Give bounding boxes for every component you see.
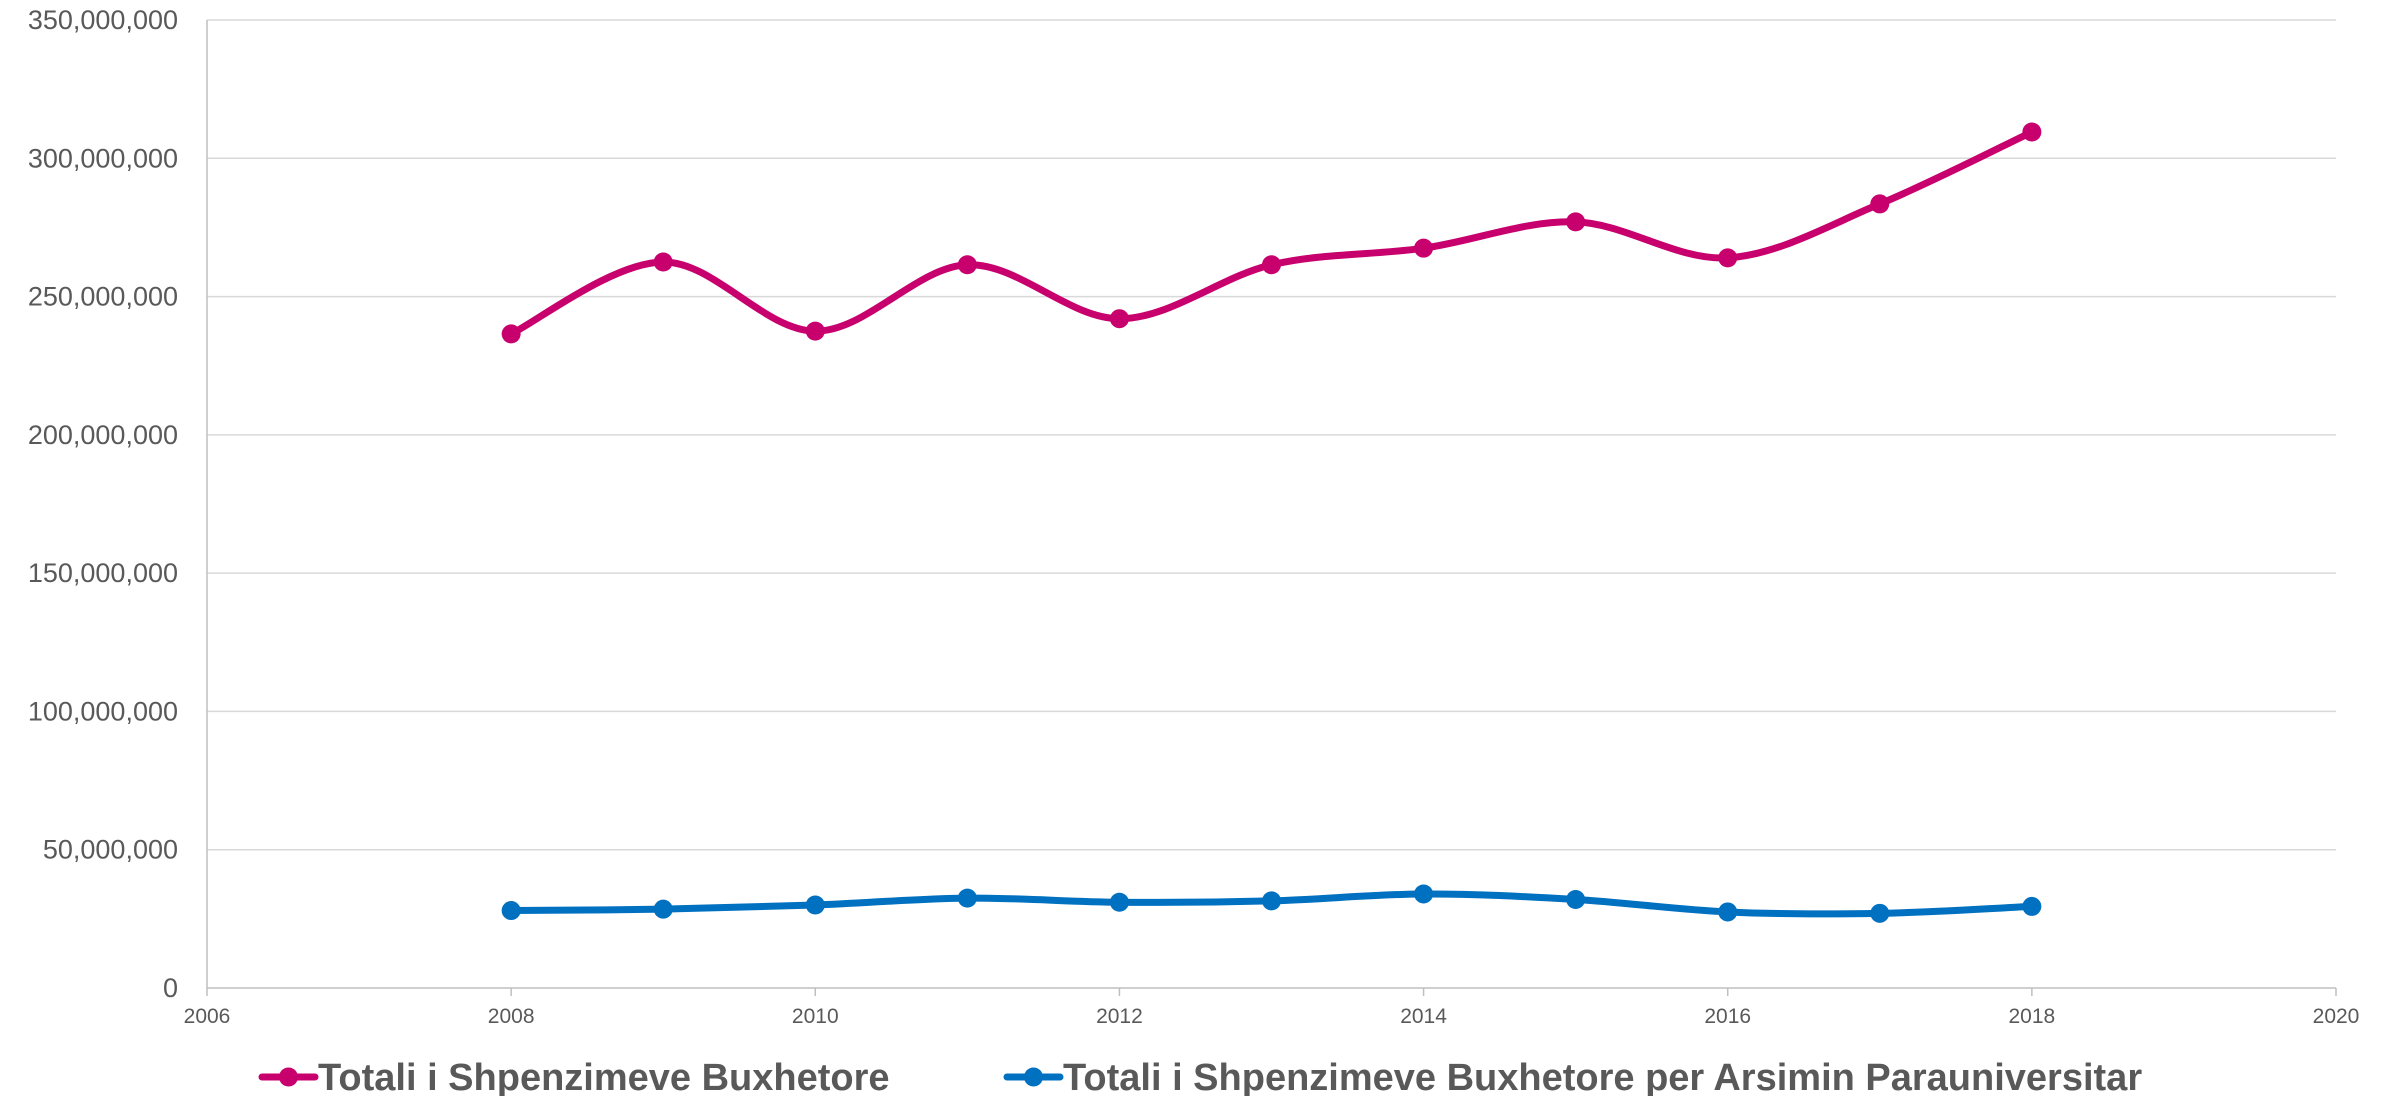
x-tick-label: 2016 — [1704, 1005, 1751, 1028]
data-point — [653, 252, 673, 272]
series-line — [507, 128, 2036, 338]
data-point — [1566, 889, 1586, 909]
legend-item-1: Totali i Shpenzimeve Buxhetore — [258, 1057, 890, 1096]
x-tick-label: 2010 — [792, 1005, 839, 1028]
gridlines — [207, 19, 2336, 851]
data-point — [1718, 902, 1738, 922]
x-tick-label: 2008 — [488, 1005, 535, 1028]
data-point — [1109, 892, 1129, 912]
x-tick-label: 2020 — [2313, 1005, 2360, 1028]
x-tick-label: 2012 — [1096, 1005, 1143, 1028]
y-tick-label: 300,000,000 — [28, 143, 178, 173]
legend-marker — [1024, 1067, 1043, 1087]
data-point — [1109, 309, 1129, 329]
y-tick-label: 0 — [163, 973, 178, 1003]
series-1 — [501, 122, 2042, 344]
data-point — [1414, 884, 1434, 904]
legend-label: Totali i Shpenzimeve Buxhetore — [318, 1057, 890, 1096]
data-point — [501, 324, 521, 344]
data-point — [805, 895, 825, 915]
x-tick-label: 2018 — [2008, 1005, 2055, 1028]
data-point — [1566, 212, 1586, 232]
data-point — [957, 255, 977, 275]
data-point — [1870, 903, 1890, 923]
legend: Totali i Shpenzimeve Buxhetore Totali i S… — [258, 1057, 2142, 1096]
data-point — [2022, 122, 2042, 142]
y-tick-label: 100,000,000 — [28, 696, 178, 726]
data-point — [805, 321, 825, 341]
data-point — [653, 899, 673, 919]
legend-marker — [279, 1067, 298, 1087]
data-point — [1414, 238, 1434, 258]
data-point — [1718, 248, 1738, 268]
legend-label: Totali i Shpenzimeve Buxhetore per Arsim… — [1063, 1057, 2142, 1096]
axes: 0 50,000,000 100,000,000 150,000,000 200,000… — [28, 5, 2360, 1028]
data-point — [2022, 896, 2042, 916]
x-tick-label: 2014 — [1400, 1005, 1447, 1028]
y-tick-label: 150,000,000 — [28, 558, 178, 588]
data-point — [957, 888, 977, 908]
y-tick-label: 50,000,000 — [43, 835, 178, 865]
y-tick-label: 250,000,000 — [28, 282, 178, 312]
x-tick-label: 2006 — [184, 1005, 231, 1028]
series-2 — [501, 884, 2042, 923]
data-point — [501, 901, 521, 921]
legend-item-2: Totali i Shpenzimeve Buxhetore per Arsim… — [1003, 1057, 2142, 1096]
data-point — [1262, 255, 1281, 275]
data-point — [1870, 194, 1890, 214]
series-lines — [501, 122, 2042, 923]
y-tick-label: 200,000,000 — [28, 420, 178, 450]
data-point — [1262, 891, 1281, 911]
y-tick-label: 350,000,000 — [28, 5, 178, 35]
